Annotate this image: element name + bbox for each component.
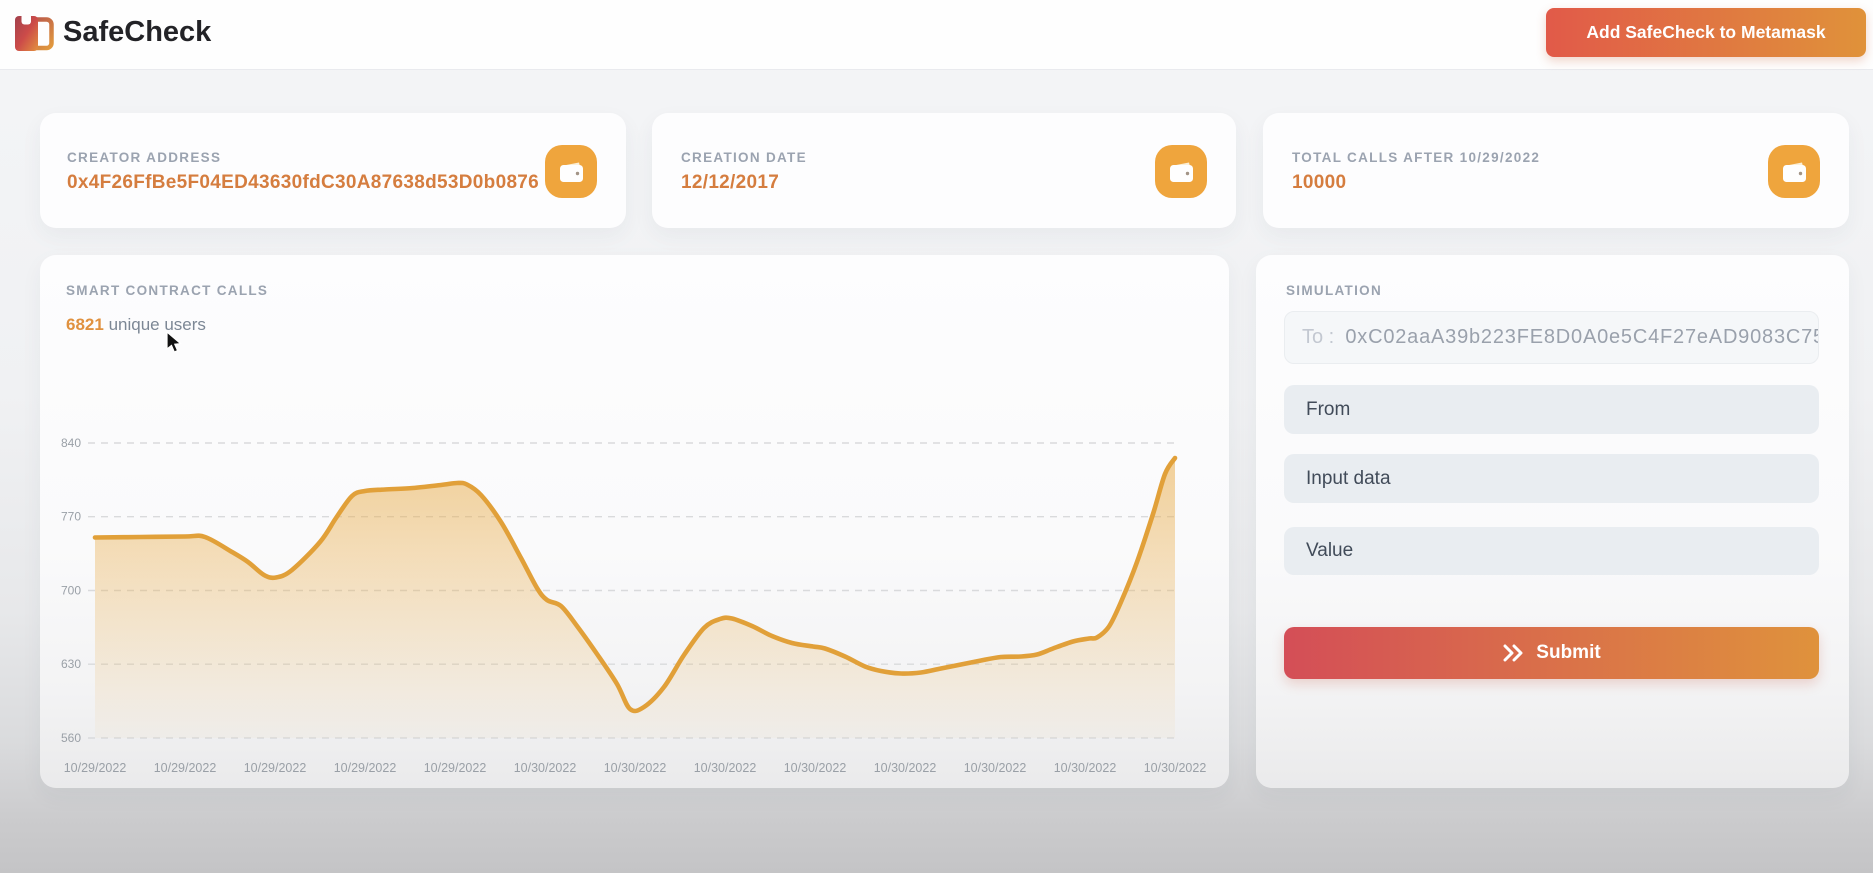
svg-text:840: 840: [61, 436, 81, 450]
svg-text:10/29/2022: 10/29/2022: [64, 761, 127, 775]
svg-text:10/29/2022: 10/29/2022: [244, 761, 307, 775]
svg-text:10/30/2022: 10/30/2022: [514, 761, 577, 775]
svg-text:10/30/2022: 10/30/2022: [1054, 761, 1117, 775]
svg-text:770: 770: [61, 510, 81, 524]
svg-text:560: 560: [61, 731, 81, 745]
svg-text:10/30/2022: 10/30/2022: [604, 761, 667, 775]
svg-text:10/29/2022: 10/29/2022: [154, 761, 217, 775]
svg-text:10/29/2022: 10/29/2022: [334, 761, 397, 775]
svg-text:630: 630: [61, 657, 81, 671]
svg-text:10/30/2022: 10/30/2022: [874, 761, 937, 775]
svg-text:10/30/2022: 10/30/2022: [784, 761, 847, 775]
svg-text:10/30/2022: 10/30/2022: [1144, 761, 1207, 775]
svg-text:700: 700: [61, 584, 81, 598]
svg-text:10/30/2022: 10/30/2022: [964, 761, 1027, 775]
svg-text:10/29/2022: 10/29/2022: [424, 761, 487, 775]
svg-text:10/30/2022: 10/30/2022: [694, 761, 757, 775]
